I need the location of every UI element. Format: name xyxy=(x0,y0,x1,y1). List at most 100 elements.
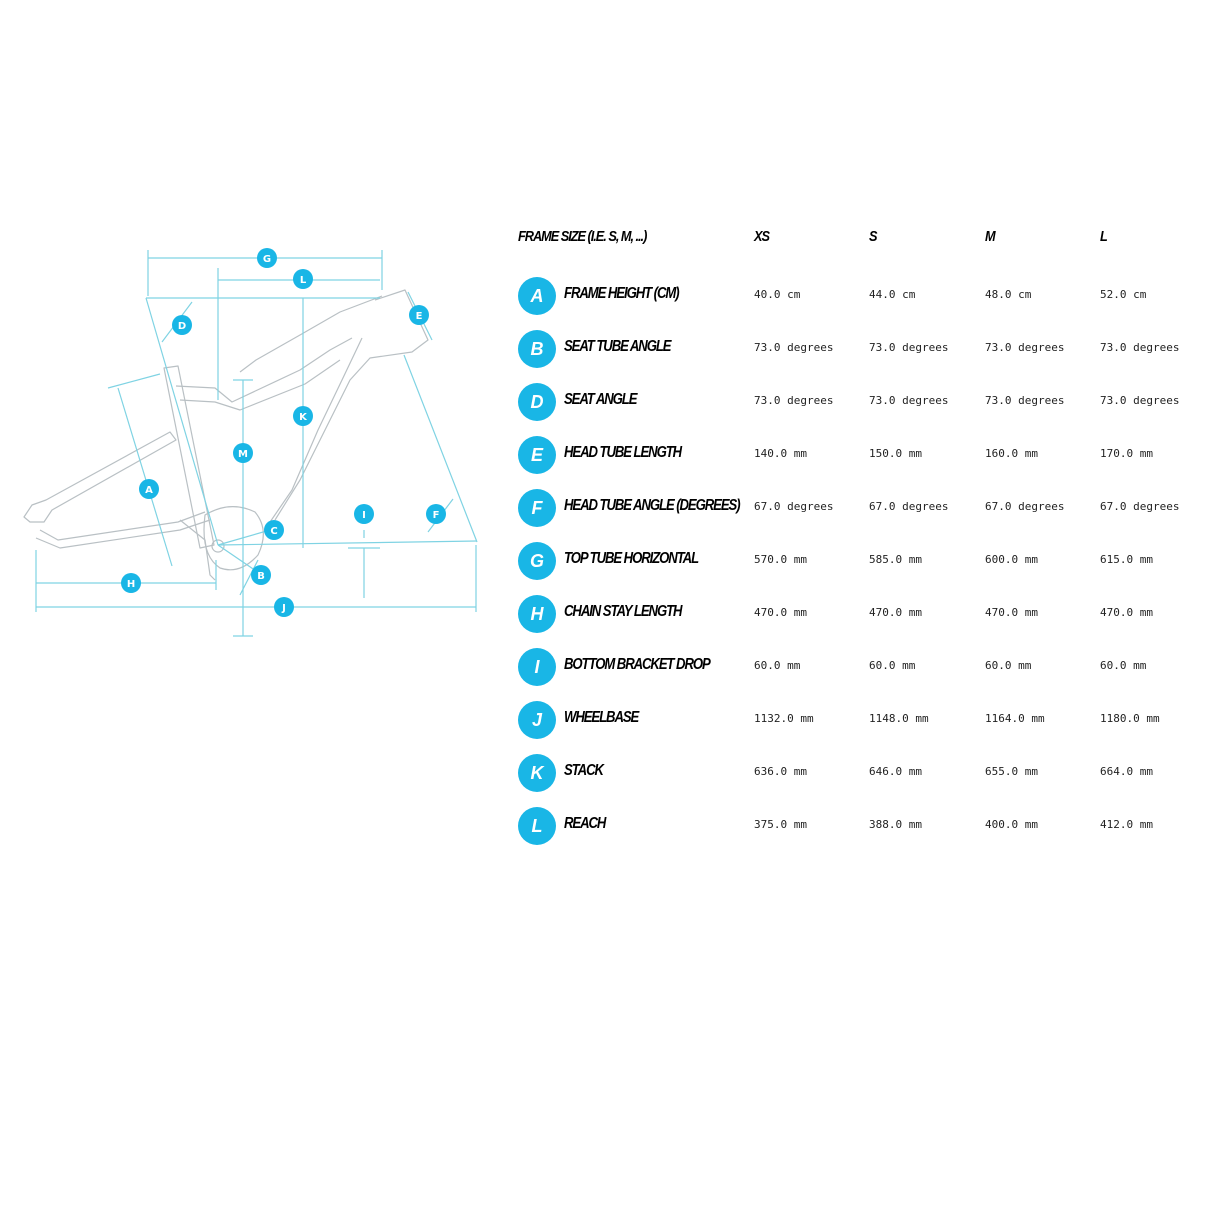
value-l: 412.0 mm xyxy=(1100,818,1153,831)
value-m: 400.0 mm xyxy=(985,818,1038,831)
row-label: HEAD TUBE LENGTH xyxy=(564,444,682,461)
table-row: B SEAT TUBE ANGLE 73.0 degrees 73.0 degr… xyxy=(516,330,1206,383)
svg-text:M: M xyxy=(238,449,248,460)
table-row: G TOP TUBE HORIZONTAL 570.0 mm 585.0 mm … xyxy=(516,542,1206,595)
marker-f: F xyxy=(426,504,446,524)
svg-text:A: A xyxy=(145,485,153,496)
marker-g: G xyxy=(257,248,277,268)
value-s: 44.0 cm xyxy=(869,288,916,301)
letter-badge: G xyxy=(518,542,556,580)
svg-text:G: G xyxy=(263,254,271,265)
letter-badge: F xyxy=(518,489,556,527)
size-header-xs: XS xyxy=(754,228,770,245)
diagram-markers: G L D E K M A I F C H B J xyxy=(121,248,446,617)
marker-k: K xyxy=(293,406,313,426)
svg-text:H: H xyxy=(127,579,135,590)
value-xs: 67.0 degrees xyxy=(754,500,834,513)
row-label: REACH xyxy=(564,815,606,832)
value-s: 470.0 mm xyxy=(869,606,922,619)
marker-m: M xyxy=(233,443,253,463)
row-label: CHAIN STAY LENGTH xyxy=(564,603,683,620)
value-s: 73.0 degrees xyxy=(869,394,949,407)
svg-text:E: E xyxy=(416,311,423,322)
value-m: 73.0 degrees xyxy=(985,394,1065,407)
value-l: 615.0 mm xyxy=(1100,553,1153,566)
size-header-s: S xyxy=(869,228,877,245)
table-row: J WHEELBASE 1132.0 mm 1148.0 mm 1164.0 m… xyxy=(516,701,1206,754)
value-xs: 636.0 mm xyxy=(754,765,807,778)
svg-text:K: K xyxy=(299,412,308,423)
marker-b: B xyxy=(251,565,271,585)
letter-badge: A xyxy=(518,277,556,315)
value-l: 470.0 mm xyxy=(1100,606,1153,619)
value-xs: 73.0 degrees xyxy=(754,394,834,407)
row-label: SEAT TUBE ANGLE xyxy=(564,338,672,355)
row-label: BOTTOM BRACKET DROP xyxy=(564,656,711,673)
value-l: 73.0 degrees xyxy=(1100,394,1180,407)
value-xs: 570.0 mm xyxy=(754,553,807,566)
value-m: 600.0 mm xyxy=(985,553,1038,566)
value-s: 60.0 mm xyxy=(869,659,916,672)
value-xs: 60.0 mm xyxy=(754,659,801,672)
size-header-l: L xyxy=(1100,228,1108,245)
marker-l: L xyxy=(293,269,313,289)
value-l: 170.0 mm xyxy=(1100,447,1153,460)
value-xs: 40.0 cm xyxy=(754,288,801,301)
marker-j: J xyxy=(274,597,294,617)
letter-badge: D xyxy=(518,383,556,421)
svg-text:B: B xyxy=(257,571,265,582)
svg-text:C: C xyxy=(270,526,277,537)
value-m: 160.0 mm xyxy=(985,447,1038,460)
letter-badge: L xyxy=(518,807,556,845)
value-l: 60.0 mm xyxy=(1100,659,1147,672)
frame-outline xyxy=(23,289,429,581)
value-m: 48.0 cm xyxy=(985,288,1032,301)
value-xs: 1132.0 mm xyxy=(754,712,814,725)
row-label: WHEELBASE xyxy=(564,709,639,726)
value-l: 52.0 cm xyxy=(1100,288,1147,301)
value-m: 655.0 mm xyxy=(985,765,1038,778)
marker-d: D xyxy=(172,315,192,335)
row-label: HEAD TUBE ANGLE (DEGREES) xyxy=(564,497,741,514)
table-row: H CHAIN STAY LENGTH 470.0 mm 470.0 mm 47… xyxy=(516,595,1206,648)
value-s: 388.0 mm xyxy=(869,818,922,831)
row-label: FRAME HEIGHT (CM) xyxy=(564,285,680,302)
value-m: 73.0 degrees xyxy=(985,341,1065,354)
marker-a: A xyxy=(139,479,159,499)
table-row: D SEAT ANGLE 73.0 degrees 73.0 degrees 7… xyxy=(516,383,1206,436)
value-xs: 470.0 mm xyxy=(754,606,807,619)
letter-badge: J xyxy=(518,701,556,739)
value-l: 664.0 mm xyxy=(1100,765,1153,778)
marker-h: H xyxy=(121,573,141,593)
table-row: K STACK 636.0 mm 646.0 mm 655.0 mm 664.0… xyxy=(516,754,1206,807)
frame-geometry-diagram: G L D E K M A I F C H B J xyxy=(23,248,478,637)
table-row: I BOTTOM BRACKET DROP 60.0 mm 60.0 mm 60… xyxy=(516,648,1206,701)
letter-badge: B xyxy=(518,330,556,368)
value-xs: 73.0 degrees xyxy=(754,341,834,354)
row-label: TOP TUBE HORIZONTAL xyxy=(564,550,699,567)
letter-badge: E xyxy=(518,436,556,474)
marker-e: E xyxy=(409,305,429,325)
value-s: 646.0 mm xyxy=(869,765,922,778)
value-xs: 140.0 mm xyxy=(754,447,807,460)
marker-i: I xyxy=(354,504,374,524)
value-m: 67.0 degrees xyxy=(985,500,1065,513)
svg-text:D: D xyxy=(178,321,186,332)
row-label: STACK xyxy=(564,762,604,779)
frame-size-header: FRAME SIZE (I.E. S, M, ...) xyxy=(518,228,647,245)
value-l: 73.0 degrees xyxy=(1100,341,1180,354)
value-s: 585.0 mm xyxy=(869,553,922,566)
geometry-table: FRAME SIZE (I.E. S, M, ...) XS S M L A F… xyxy=(516,224,1206,860)
value-l: 1180.0 mm xyxy=(1100,712,1160,725)
size-header-m: M xyxy=(985,228,996,245)
row-label: SEAT ANGLE xyxy=(564,391,638,408)
table-row: L REACH 375.0 mm 388.0 mm 400.0 mm 412.0… xyxy=(516,807,1206,860)
value-s: 73.0 degrees xyxy=(869,341,949,354)
value-m: 1164.0 mm xyxy=(985,712,1045,725)
value-m: 60.0 mm xyxy=(985,659,1032,672)
table-row: F HEAD TUBE ANGLE (DEGREES) 67.0 degrees… xyxy=(516,489,1206,542)
table-row: A FRAME HEIGHT (CM) 40.0 cm 44.0 cm 48.0… xyxy=(516,277,1206,330)
value-s: 1148.0 mm xyxy=(869,712,929,725)
svg-text:F: F xyxy=(433,510,440,521)
value-s: 67.0 degrees xyxy=(869,500,949,513)
